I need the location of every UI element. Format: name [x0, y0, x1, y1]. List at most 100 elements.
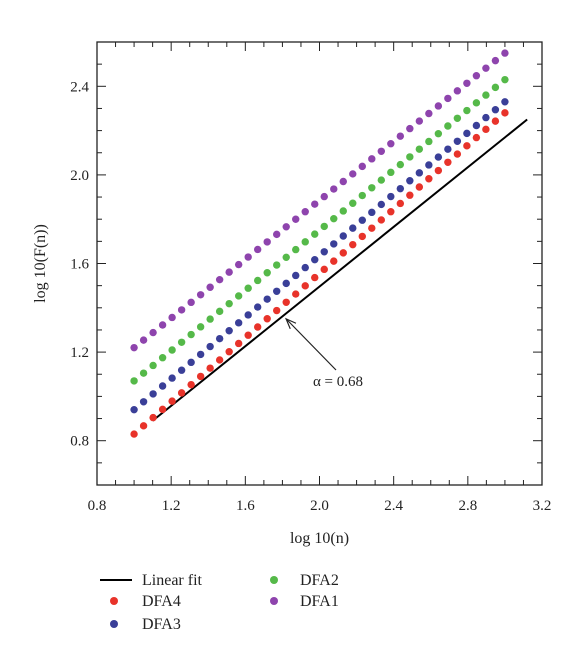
legend-item-linear-fit: Linear fit: [100, 572, 203, 589]
legend-item-dfa2: DFA2: [270, 572, 339, 589]
data-point: [368, 224, 376, 232]
data-point: [358, 191, 366, 200]
data-point: [263, 238, 271, 246]
data-point: [244, 253, 252, 261]
data-point: [282, 298, 290, 306]
data-point: [263, 269, 271, 277]
data-point: [139, 422, 148, 430]
data-point: [434, 130, 443, 138]
data-point: [263, 295, 271, 303]
data-point: [349, 170, 357, 178]
x-tick-label: 1.2: [162, 498, 181, 514]
data-point: [463, 129, 471, 138]
data-point: [292, 290, 300, 298]
data-point: [463, 142, 471, 150]
data-point: [463, 106, 471, 115]
data-point: [301, 238, 309, 246]
data-point: [234, 260, 243, 269]
data-point: [206, 364, 214, 372]
data-point: [415, 117, 424, 125]
data-point: [273, 306, 281, 315]
legend-label: DFA4: [142, 593, 181, 610]
data-point: [292, 245, 300, 254]
x-tick-label: 0.8: [88, 498, 107, 514]
data-point: [130, 405, 138, 414]
y-tick-label: 1.2: [70, 345, 89, 361]
x-tick-label: 3.2: [533, 498, 552, 514]
data-point: [149, 361, 157, 370]
legend: Linear fit DFA4 DFA3 DFA2 DFA1: [100, 572, 339, 633]
data-point: [244, 311, 252, 319]
data-point: [158, 321, 167, 329]
x-tick-label: 2.4: [384, 498, 403, 514]
data-point: [339, 207, 347, 215]
annotation-text: α = 0.68: [313, 374, 363, 390]
data-point: [339, 177, 347, 186]
data-point: [472, 72, 481, 80]
data-point: [253, 245, 262, 254]
data-point: [187, 330, 195, 339]
data-point: [406, 191, 414, 199]
data-point: [158, 405, 167, 414]
data-point: [158, 382, 167, 390]
data-point: [234, 319, 243, 327]
series-dfa3: [130, 98, 509, 414]
data-point: [320, 192, 328, 201]
data-point: [491, 117, 500, 125]
data-point: [425, 161, 433, 169]
data-point: [139, 336, 148, 344]
data-point: [415, 169, 424, 177]
data-point: [206, 315, 214, 323]
x-tick-label: 2.8: [458, 498, 477, 514]
data-point: [425, 109, 433, 118]
data-point: [453, 150, 462, 158]
data-point: [358, 232, 366, 241]
data-point: [282, 223, 290, 231]
data-point: [149, 328, 157, 337]
legend-marker: [110, 597, 118, 605]
data-point: [415, 145, 424, 153]
y-tick-label: 2.0: [70, 168, 89, 184]
data-point: [215, 356, 224, 364]
data-point: [444, 94, 452, 103]
data-point: [463, 79, 471, 87]
data-point: [130, 377, 138, 385]
data-point: [330, 257, 338, 265]
data-point: [311, 200, 319, 208]
data-point: [339, 232, 347, 240]
data-point: [215, 334, 224, 343]
legend-item-dfa1: DFA1: [270, 593, 339, 610]
data-point: [168, 374, 176, 382]
data-point: [501, 109, 509, 117]
data-point: [349, 224, 357, 232]
data-point: [501, 98, 509, 106]
legend-marker: [270, 576, 278, 584]
data-point: [225, 348, 233, 356]
data-point: [406, 124, 414, 133]
series-dfa2: [130, 75, 509, 385]
data-point: [234, 339, 243, 348]
data-point: [358, 162, 366, 171]
x-axis-label: log 10(n): [290, 530, 349, 547]
data-point: [311, 273, 319, 282]
linear-fit-line: [151, 118, 528, 422]
data-point: [253, 323, 262, 331]
data-point: [415, 183, 424, 191]
plot-area: 0.8 1.2 1.6 2.0 2.4 2.8 3.2 0.8 1.2 1.6 2.0 2.4 α = …: [70, 41, 552, 514]
data-point: [139, 369, 148, 377]
data-point: [491, 56, 500, 65]
data-point: [130, 430, 138, 438]
data-point: [187, 380, 195, 389]
data-point: [501, 75, 509, 84]
data-point: [244, 331, 252, 339]
legend-item-dfa3: DFA3: [110, 616, 181, 633]
legend-label: DFA2: [300, 572, 339, 589]
annotation-arrow-head: [284, 317, 297, 330]
data-point: [377, 200, 386, 209]
data-point: [434, 102, 443, 110]
data-point: [177, 306, 186, 314]
data-point: [472, 99, 481, 107]
data-point: [425, 175, 433, 183]
data-point: [301, 263, 309, 272]
